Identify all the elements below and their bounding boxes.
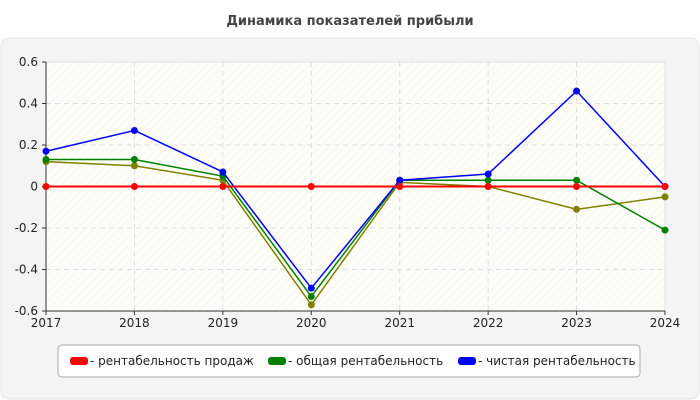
y-tick-label: 0.4	[19, 97, 38, 111]
data-point	[484, 170, 492, 178]
data-point	[42, 147, 50, 155]
y-tick-label: 0.6	[19, 55, 38, 69]
x-tick-label: 2024	[650, 316, 681, 330]
data-point	[42, 156, 50, 164]
legend-label: - чистая рентабельность	[478, 354, 636, 368]
x-tick-label: 2019	[208, 316, 239, 330]
x-tick-label: 2021	[384, 316, 415, 330]
x-tick-label: 2020	[296, 316, 327, 330]
x-tick-label: 2023	[561, 316, 592, 330]
series-line-2	[45, 160, 666, 307]
data-point	[130, 183, 138, 190]
y-tick-label: 0.2	[19, 138, 38, 152]
x-tick-label: 2017	[31, 316, 62, 330]
data-point	[130, 126, 138, 134]
data-point	[661, 226, 669, 234]
y-tick-label: -0.4	[15, 263, 38, 277]
legend	[57, 344, 641, 378]
legend-label: - рентабельность продаж	[90, 354, 254, 368]
data-point	[42, 183, 50, 190]
data-point	[219, 183, 227, 190]
legend-swatch	[458, 357, 476, 365]
x-tick-label: 2018	[119, 316, 150, 330]
data-point	[573, 176, 581, 184]
data-point	[307, 301, 315, 309]
x-tick-label: 2022	[473, 316, 504, 330]
legend-label: - общая рентабельность	[288, 354, 443, 368]
y-tick-label: -0.2	[15, 221, 38, 235]
data-point	[573, 183, 581, 190]
data-point	[396, 176, 404, 184]
data-point	[307, 284, 315, 292]
data-point	[307, 292, 315, 300]
data-point	[661, 183, 669, 190]
series-line-1	[46, 158, 666, 298]
chart-title: Динамика показателей прибыли	[226, 14, 473, 29]
data-point	[573, 87, 581, 95]
data-point	[661, 193, 669, 201]
data-point	[219, 168, 227, 176]
data-point	[130, 162, 138, 170]
y-tick-label: -0.6	[15, 304, 38, 318]
data-point	[573, 205, 581, 213]
data-point	[484, 176, 492, 184]
legend-swatch	[268, 357, 286, 365]
data-point	[484, 183, 492, 190]
legend-swatch	[70, 357, 88, 365]
series-line-3	[45, 89, 666, 290]
data-point	[396, 183, 404, 190]
data-point	[130, 156, 138, 164]
y-tick-label: 0	[30, 180, 38, 194]
data-point	[307, 183, 315, 190]
